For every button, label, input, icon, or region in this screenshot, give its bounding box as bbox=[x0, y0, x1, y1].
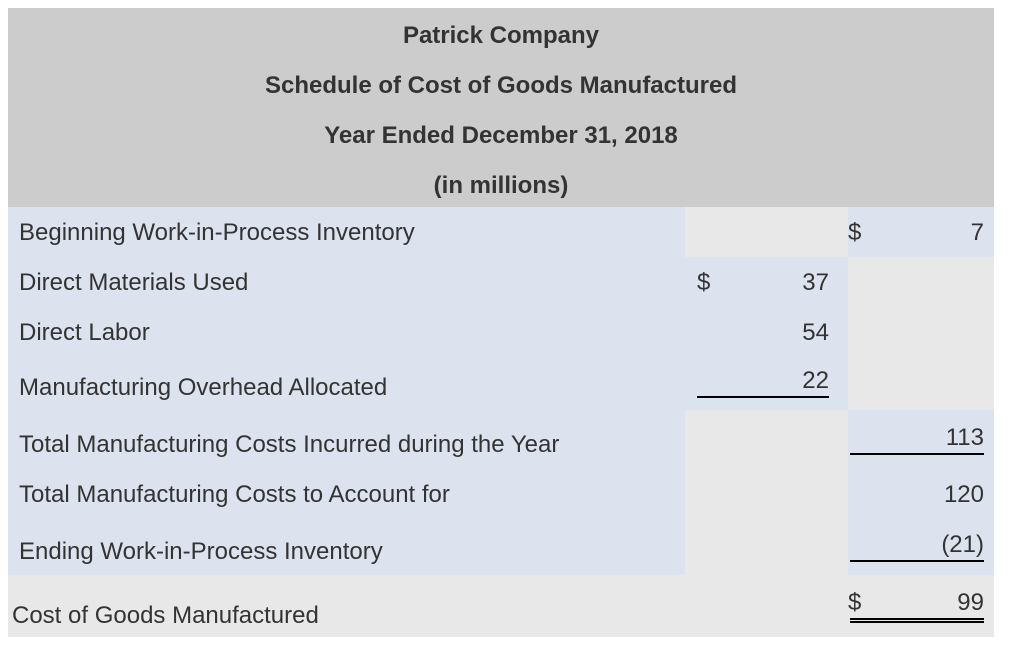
total-rule bbox=[850, 560, 984, 562]
total-cells-empty bbox=[848, 257, 994, 410]
dollar-sign: $ bbox=[848, 219, 862, 246]
total-cells bbox=[848, 410, 994, 575]
company-name: Patrick Company bbox=[402, 22, 600, 49]
row-label-overhead: Manufacturing Overhead Allocated bbox=[19, 374, 388, 401]
amount-cell-empty bbox=[685, 207, 848, 257]
dollar-sign: $ bbox=[697, 269, 711, 296]
row-label-beginning-wip: Beginning Work-in-Process Inventory bbox=[19, 219, 415, 246]
row-label-ending-wip: Ending Work-in-Process Inventory bbox=[19, 538, 383, 565]
amount-cells-empty bbox=[685, 410, 848, 575]
statement-period: Year Ended December 31, 2018 bbox=[324, 122, 678, 149]
direct-materials-value: 37 bbox=[802, 269, 829, 296]
overhead-value: 22 bbox=[802, 367, 829, 394]
total-account-value: 120 bbox=[943, 481, 984, 508]
amount-cells bbox=[685, 257, 848, 410]
cogm-value: 99 bbox=[957, 589, 984, 616]
double-rule bbox=[850, 618, 984, 623]
ending-wip-value: (21) bbox=[941, 531, 984, 558]
row-label-total-account: Total Manufacturing Costs to Account for bbox=[19, 481, 450, 508]
total-incurred-value: 113 bbox=[945, 424, 984, 451]
total-cell bbox=[848, 207, 994, 257]
total-rule bbox=[850, 453, 984, 455]
row-label-cogm: Cost of Goods Manufactured bbox=[12, 602, 319, 629]
row-label-direct-materials: Direct Materials Used bbox=[19, 269, 249, 296]
subtotal-rule bbox=[697, 396, 829, 398]
statement-units: (in millions) bbox=[433, 172, 569, 199]
direct-labor-value: 54 bbox=[802, 319, 829, 346]
dollar-sign: $ bbox=[848, 589, 862, 616]
statement-header bbox=[8, 8, 994, 207]
statement-title: Schedule of Cost of Goods Manufactured bbox=[264, 72, 738, 99]
row-label-direct-labor: Direct Labor bbox=[19, 319, 150, 346]
final-row-panel bbox=[8, 575, 994, 637]
labels-panel bbox=[8, 207, 685, 575]
beginning-wip-value: 7 bbox=[970, 219, 984, 246]
row-label-total-incurred: Total Manufacturing Costs Incurred durin… bbox=[19, 431, 560, 458]
